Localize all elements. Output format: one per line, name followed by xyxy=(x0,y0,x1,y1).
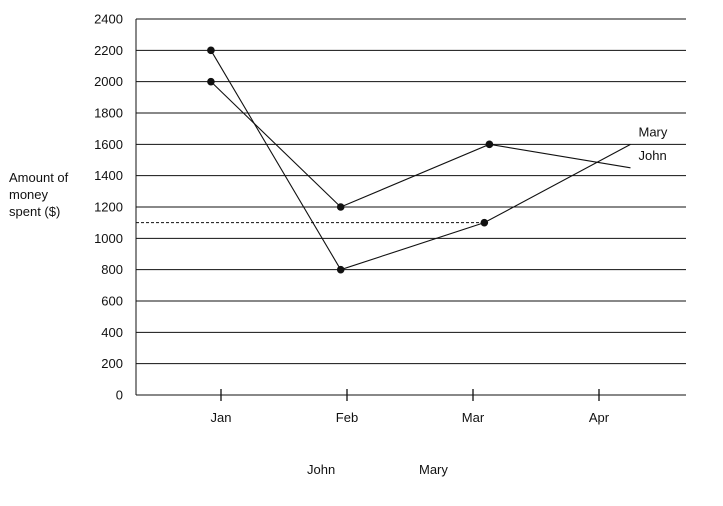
x-tick-label-apr: Apr xyxy=(589,410,610,425)
y-tick-label-1400: 1400 xyxy=(94,168,123,183)
legend-label-john: John xyxy=(307,462,336,477)
data-point-mary-3 xyxy=(480,218,489,227)
gridlines xyxy=(136,18,686,365)
data-point-john-1 xyxy=(207,77,215,86)
axes xyxy=(135,19,686,396)
series-labels: John Mary xyxy=(639,124,668,163)
y-axis-title-line-1: Amount of xyxy=(9,170,69,185)
legend-label-mary: Mary xyxy=(419,462,448,477)
series-label-john: John xyxy=(639,148,667,163)
y-tick-label-400: 400 xyxy=(101,325,123,340)
series-group xyxy=(207,46,631,274)
y-axis-title-line-2: money xyxy=(9,187,49,202)
series-line-john xyxy=(210,81,631,208)
y-tick-label-800: 800 xyxy=(101,262,123,277)
x-tick-label-jan: Jan xyxy=(211,410,232,425)
y-tick-label-1000: 1000 xyxy=(94,231,123,246)
y-tick-label-1800: 1800 xyxy=(94,106,123,121)
y-tick-label-2400: 2400 xyxy=(94,12,123,27)
y-axis-title-line-3: spent ($) xyxy=(9,204,60,219)
y-tick-label-1200: 1200 xyxy=(94,200,123,215)
y-tick-label-1600: 1600 xyxy=(94,137,123,152)
data-point-john-2 xyxy=(336,203,345,211)
y-tick-label-0: 0 xyxy=(116,388,123,403)
data-point-mary-1 xyxy=(207,46,215,55)
x-ticks: Jan Feb Mar Apr xyxy=(211,389,610,425)
y-tick-label-200: 200 xyxy=(101,356,123,371)
y-tick-labels: 0 200 400 600 800 1000 1200 1400 1600 1800 2000 220… xyxy=(94,12,123,403)
series-line-mary xyxy=(210,50,631,271)
x-tick-label-mar: Mar xyxy=(462,410,485,425)
data-point-mary-2 xyxy=(336,265,345,274)
y-tick-label-600: 600 xyxy=(101,294,123,309)
x-tick-label-feb: Feb xyxy=(336,410,358,425)
y-tick-label-2000: 2000 xyxy=(94,74,123,89)
data-point-john-3 xyxy=(485,140,494,149)
series-label-mary: Mary xyxy=(639,124,668,139)
y-tick-label-2200: 2200 xyxy=(94,43,123,58)
